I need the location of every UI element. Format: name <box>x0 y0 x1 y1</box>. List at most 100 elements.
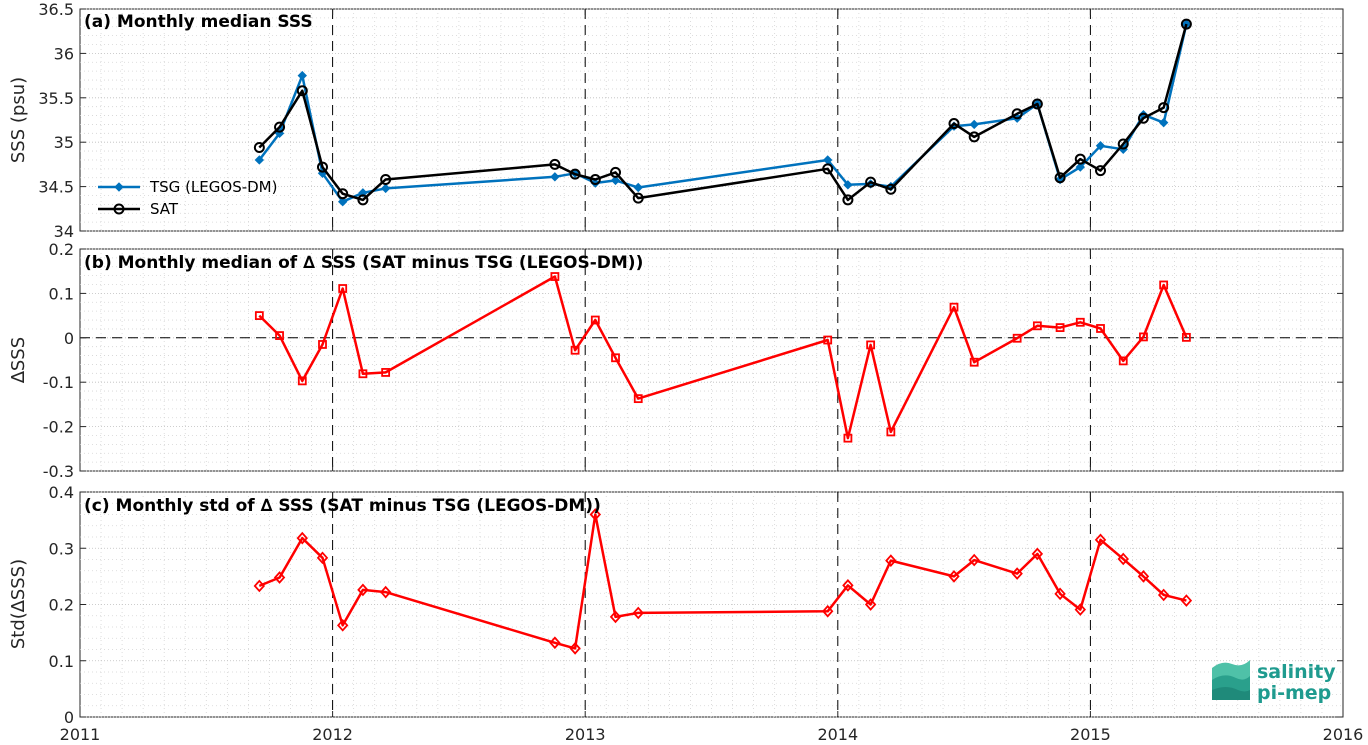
y-tick-label: 36 <box>54 44 74 63</box>
panel-c-series <box>253 508 1193 655</box>
y-tick-label: 36.5 <box>38 0 74 19</box>
y-tick-label: 0.4 <box>49 483 74 502</box>
data-point-marker <box>589 173 601 185</box>
series-line-delta <box>258 275 1188 440</box>
data-point-marker <box>948 570 960 583</box>
data-point-marker <box>1158 102 1170 114</box>
logo-text-salinity: salinity <box>1257 661 1336 683</box>
data-point-marker <box>1012 333 1022 343</box>
data-point-marker <box>590 315 600 325</box>
data-point-marker <box>610 175 621 186</box>
data-point-marker <box>968 553 980 567</box>
data-point-marker <box>337 196 348 207</box>
logo-text-pi-mep: pi-mep <box>1257 682 1331 704</box>
data-point-marker <box>1157 588 1170 602</box>
y-tick-label: 34.5 <box>38 178 74 197</box>
data-point-marker <box>821 604 834 618</box>
panel-a-legend: TSG (LEGOS-DM) SAT <box>98 178 277 218</box>
data-point-marker <box>1054 172 1066 184</box>
data-point-marker <box>1095 141 1106 151</box>
data-point-marker <box>316 551 329 565</box>
data-point-marker <box>316 161 328 173</box>
data-point-marker <box>297 70 307 81</box>
y-tick-label: 0.3 <box>49 539 74 558</box>
data-point-marker <box>1031 547 1044 561</box>
data-point-marker <box>570 345 580 355</box>
legend-sat-label: SAT <box>150 200 179 218</box>
panel-a-grid <box>80 8 1343 232</box>
data-point-marker <box>318 340 327 349</box>
data-point-marker <box>357 583 369 597</box>
data-point-marker <box>1031 98 1043 110</box>
data-point-marker <box>1011 108 1023 120</box>
data-point-marker <box>296 531 308 545</box>
data-point-marker <box>843 180 853 190</box>
data-point-marker <box>253 579 266 593</box>
panel-b-y-ticks: -0.3 -0.2 -0.1 0 0.1 0.2 <box>43 240 1344 481</box>
data-point-marker <box>1095 165 1107 177</box>
panel-a-year-lines <box>332 9 1091 231</box>
x-tick-label: 2016 <box>1323 725 1364 744</box>
panel-c-year-lines <box>332 492 1091 717</box>
x-tick-label: 2013 <box>565 725 606 744</box>
data-point-marker <box>1074 153 1086 165</box>
data-point-marker <box>949 302 959 312</box>
data-point-marker <box>1181 332 1191 342</box>
y-tick-label: 0.1 <box>49 652 74 671</box>
y-tick-label: -0.2 <box>43 418 74 437</box>
panel-b-series <box>254 272 1191 443</box>
data-point-marker <box>1055 323 1065 332</box>
series-line-delta <box>258 513 1187 650</box>
data-point-marker <box>1180 18 1192 30</box>
data-point-marker <box>338 284 348 293</box>
data-point-marker <box>379 585 392 599</box>
data-point-marker <box>969 357 979 367</box>
data-point-marker <box>1054 587 1066 601</box>
data-point-marker <box>297 376 307 386</box>
series-line-sat <box>258 23 1188 202</box>
data-point-marker <box>1094 533 1107 547</box>
data-point-marker <box>822 163 834 175</box>
data-point-marker <box>273 571 286 584</box>
data-point-marker <box>253 142 265 154</box>
y-tick-label: 0.2 <box>49 240 74 259</box>
data-point-marker <box>550 272 560 281</box>
data-point-marker <box>1118 356 1128 366</box>
data-point-marker <box>380 173 392 185</box>
data-point-marker <box>864 598 877 611</box>
data-point-marker <box>1137 570 1150 583</box>
data-point-marker <box>948 118 960 130</box>
y-tick-label: -0.1 <box>43 373 74 392</box>
panel-b-grid <box>80 248 1343 472</box>
data-point-marker <box>885 554 897 567</box>
y-tick-label: 0.1 <box>49 284 74 303</box>
data-point-marker <box>610 166 622 178</box>
data-point-marker <box>968 131 980 143</box>
data-point-marker <box>632 606 644 620</box>
data-point-marker <box>357 194 369 206</box>
data-point-marker <box>1117 138 1129 150</box>
data-point-marker <box>823 335 833 345</box>
data-point-marker <box>569 168 581 180</box>
panel-b-title: (b) Monthly median of ∆ SSS (SAT minus T… <box>84 253 643 273</box>
y-tick-label: 0.2 <box>49 596 74 615</box>
y-tick-label: 0 <box>64 329 74 348</box>
data-point-marker <box>1139 332 1148 342</box>
data-point-marker <box>633 182 643 193</box>
panel-c-title: (c) Monthly std of ∆ SSS (SAT minus TSG … <box>84 496 601 516</box>
panel-b-delta-sss: -0.3 -0.2 -0.1 0 0.1 0.2 (b) Monthly median o… <box>8 240 1344 481</box>
data-point-marker <box>589 508 602 521</box>
data-point-marker <box>1117 552 1129 566</box>
data-point-marker <box>1075 317 1085 327</box>
x-tick-label: 2012 <box>312 725 353 744</box>
data-point-marker <box>1158 117 1169 128</box>
panel-c-y-ticks: 0 0.1 0.2 0.3 0.4 <box>49 483 1344 727</box>
x-tick-label: 2015 <box>1070 725 1111 744</box>
data-point-marker <box>1011 567 1023 580</box>
data-point-marker <box>1180 594 1193 607</box>
data-point-marker <box>633 394 643 404</box>
panel-a-monthly-median-sss: 34 34.5 35 35.5 36 36.5 (a) Monthly median SS… <box>8 0 1344 241</box>
data-point-marker <box>842 579 854 592</box>
data-point-marker <box>549 158 561 170</box>
